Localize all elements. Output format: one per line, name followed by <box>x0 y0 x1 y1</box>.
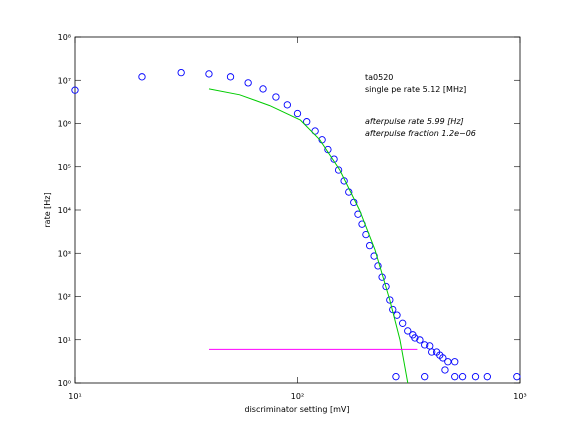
y-tick-label: 10² <box>58 293 71 302</box>
data-point <box>411 334 419 342</box>
y-tick-label: 10⁴ <box>58 206 71 215</box>
data-point <box>513 373 521 381</box>
data-point <box>399 319 407 327</box>
y-tick-label: 10⁷ <box>58 76 71 85</box>
data-point <box>441 366 449 374</box>
data-point <box>272 93 280 101</box>
data-point <box>439 354 447 362</box>
data-point <box>444 358 452 366</box>
data-point <box>303 118 311 126</box>
data-point <box>451 358 459 366</box>
x-tick-label: 10¹ <box>68 392 81 401</box>
x-axis-label: discriminator setting [mV] <box>244 405 349 414</box>
fit-line <box>208 88 409 384</box>
data-point <box>244 79 252 87</box>
y-tick-label: 10⁸ <box>58 33 71 42</box>
data-point <box>293 109 302 118</box>
data-point <box>386 296 394 304</box>
annotation: single pe rate 5.12 [MHz] <box>365 85 466 94</box>
data-point <box>483 373 491 381</box>
annotation: afterpulse fraction 1.2e−06 <box>365 129 476 138</box>
data-point <box>374 262 382 270</box>
y-tick-label: 10⁶ <box>58 120 71 129</box>
annotation: afterpulse rate 5.99 [Hz] <box>365 117 464 126</box>
data-point <box>451 373 459 381</box>
data-point <box>226 73 235 81</box>
data-point <box>311 127 319 135</box>
data-point <box>428 348 436 356</box>
data-point <box>404 327 412 335</box>
data-point <box>421 341 429 349</box>
data-point <box>71 86 79 94</box>
data-point <box>138 73 146 81</box>
data-point <box>330 155 338 163</box>
y-tick-label: 10¹ <box>58 336 71 345</box>
data-point <box>471 373 480 381</box>
data-point <box>392 373 400 381</box>
annotation: ta0520 <box>365 73 393 82</box>
data-point <box>334 166 343 174</box>
data-point <box>458 373 467 381</box>
x-tick-label: 10² <box>291 392 304 401</box>
data-point <box>259 85 267 93</box>
data-point <box>416 336 424 344</box>
data-point <box>382 282 390 291</box>
y-tick-label: 10⁵ <box>58 163 71 172</box>
y-tick-label: 10³ <box>58 249 71 258</box>
data-point <box>177 68 185 77</box>
data-point <box>283 101 291 109</box>
y-tick-label: 10⁰ <box>58 379 71 388</box>
x-tick-label: 10³ <box>513 392 526 401</box>
data-point <box>421 373 429 381</box>
data-point <box>205 70 213 78</box>
y-axis-label: rate [Hz] <box>43 192 52 227</box>
